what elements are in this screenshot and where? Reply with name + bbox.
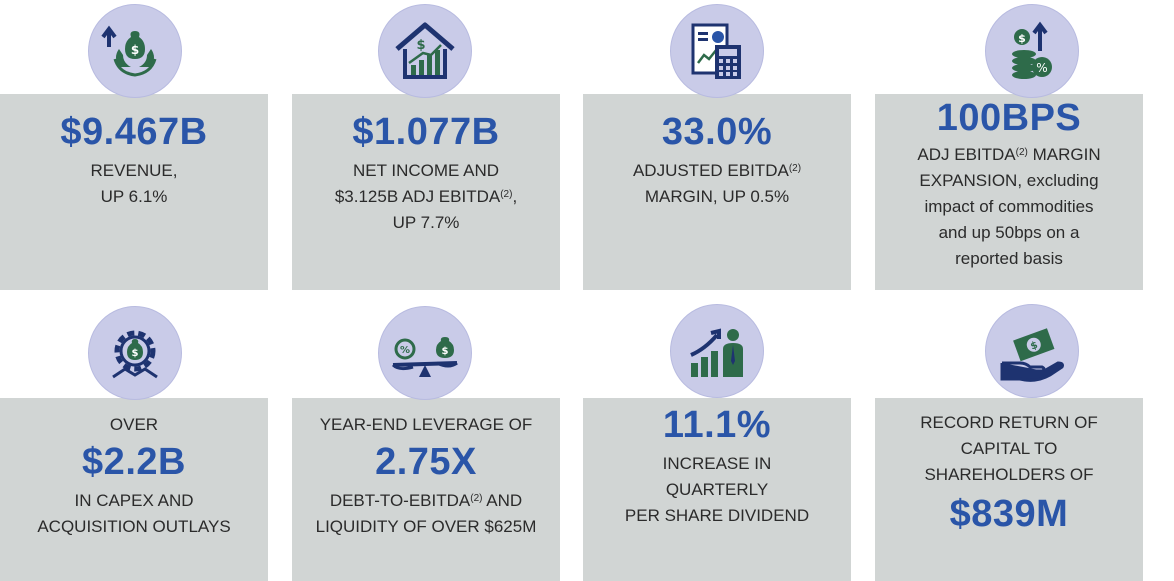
dividend-line-3: PER SHARE DIVIDEND <box>624 506 810 525</box>
svg-text:$: $ <box>1029 340 1039 353</box>
return-capital-line-3: SHAREHOLDERS OF <box>924 465 1094 484</box>
card-revenue: $9.467B REVENUE, UP 6.1% <box>0 94 268 290</box>
margin-expansion-line-5: reported basis <box>955 249 1063 268</box>
card-capex: OVER $2.2B IN CAPEX AND ACQUISITION OUTL… <box>0 398 268 581</box>
ebitda-margin-line-2: MARGIN, UP 0.5% <box>644 187 790 206</box>
revenue-line-2: UP 6.1% <box>100 187 168 206</box>
margin-expansion-value: 100BPS <box>936 97 1082 139</box>
capex-line-2: ACQUISITION OUTLAYS <box>37 517 231 536</box>
house-growth-icon: $ <box>378 4 472 98</box>
margin-expansion-line-3: impact of commodities <box>924 197 1094 216</box>
net-income-line-2: $3.125B ADJ EBITDA(2), <box>334 187 518 206</box>
svg-text:$: $ <box>131 43 139 57</box>
net-income-line-3: UP 7.7% <box>392 213 460 232</box>
svg-text:$: $ <box>1018 32 1026 45</box>
svg-text:$: $ <box>442 346 449 357</box>
leverage-pre: YEAR-END LEVERAGE OF <box>319 415 533 434</box>
dividend-value: 11.1% <box>662 404 772 446</box>
revenue-value: $9.467B <box>60 111 208 153</box>
svg-text:$: $ <box>416 38 425 53</box>
capex-pre: OVER <box>109 415 159 434</box>
svg-text:%: % <box>400 345 410 356</box>
return-capital-value: $839M <box>949 493 1069 535</box>
ebitda-margin-line-1: ADJUSTED EBITDA(2) <box>632 161 802 180</box>
card-return-capital: RECORD RETURN OF CAPITAL TO SHAREHOLDERS… <box>875 398 1143 581</box>
report-calculator-icon <box>670 4 764 98</box>
cash-hand-icon: $ <box>985 304 1079 398</box>
ebitda-margin-value: 33.0% <box>661 111 773 153</box>
capex-line-1: IN CAPEX AND <box>74 491 194 510</box>
capex-value: $2.2B <box>82 441 186 483</box>
margin-expansion-line-4: and up 50bps on a <box>938 223 1080 242</box>
return-capital-line-2: CAPITAL TO <box>960 439 1058 458</box>
margin-expansion-line-1: ADJ EBITDA(2) MARGIN <box>917 145 1101 164</box>
leverage-line-2: LIQUIDITY OF OVER $625M <box>315 517 537 536</box>
net-income-value: $1.077B <box>352 111 500 153</box>
dividend-line-1: INCREASE IN <box>662 454 772 473</box>
card-net-income: $1.077B NET INCOME AND $3.125B ADJ EBITD… <box>292 94 560 290</box>
net-income-line-1: NET INCOME AND <box>352 161 500 180</box>
margin-expansion-line-2: EXPANSION, excluding <box>919 171 1099 190</box>
revenue-line-1: REVENUE, <box>90 161 178 180</box>
coins-percent-icon: % $ <box>985 4 1079 98</box>
svg-text:%: % <box>1036 61 1047 75</box>
leverage-line-1: DEBT-TO-EBITDA(2) AND <box>329 491 523 510</box>
balance-scale-icon: % $ <box>378 306 472 400</box>
card-dividend: 11.1% INCREASE IN QUARTERLY PER SHARE DI… <box>583 398 851 581</box>
chart-person-icon <box>670 304 764 398</box>
card-leverage: YEAR-END LEVERAGE OF 2.75X DEBT-TO-EBITD… <box>292 398 560 581</box>
leverage-value: 2.75X <box>375 441 477 483</box>
card-margin-expansion: 100BPS ADJ EBITDA(2) MARGIN EXPANSION, e… <box>875 94 1143 290</box>
money-bag-hands-icon: $ <box>88 4 182 98</box>
gear-handshake-icon: $ <box>88 306 182 400</box>
dividend-line-2: QUARTERLY <box>665 480 769 499</box>
card-ebitda-margin: 33.0% ADJUSTED EBITDA(2) MARGIN, UP 0.5% <box>583 94 851 290</box>
svg-text:$: $ <box>132 348 139 359</box>
return-capital-line-1: RECORD RETURN OF <box>920 413 1098 432</box>
